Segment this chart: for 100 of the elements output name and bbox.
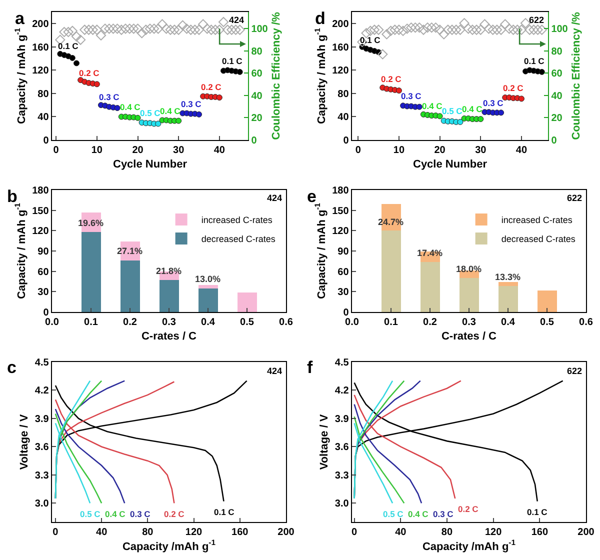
annotation: 424 (267, 366, 282, 376)
point (174, 24, 184, 35)
x-tick-label: 0 (352, 527, 358, 538)
point (69, 54, 76, 61)
y-tick-label: 0 (343, 136, 350, 146)
annotation: 424 (267, 193, 282, 203)
point (386, 26, 396, 36)
point (520, 18, 531, 28)
point (518, 96, 524, 102)
point (416, 104, 422, 110)
x-tick-label: 120 (185, 527, 203, 538)
x-tick-label: 0.0 (345, 317, 360, 328)
point (524, 24, 535, 35)
y-tick-label: 4.2 (34, 386, 50, 397)
point (434, 24, 445, 35)
x-axis-title: C-rates / C (141, 330, 197, 342)
annotation: 21.8% (156, 266, 182, 276)
y-tick-label: 3.9 (334, 414, 350, 425)
bar (198, 284, 218, 288)
x-tick-label: 40 (96, 527, 108, 538)
y-tick-label: 160 (332, 42, 350, 54)
chart-title: d (315, 9, 326, 28)
point (496, 24, 506, 35)
point (88, 24, 98, 35)
x-tick-label: 120 (484, 527, 502, 538)
point (134, 114, 141, 121)
y-tick-label: 120 (332, 66, 350, 77)
bar (498, 282, 518, 286)
x-tick-label: 0.3 (162, 317, 176, 328)
x-tick-label: 160 (531, 527, 548, 538)
x-axis-title: Cycle Number (413, 158, 488, 170)
x-tick-label: 80 (142, 527, 154, 538)
point (234, 24, 245, 35)
point (365, 26, 376, 36)
x-tick-label: 0.5 (540, 317, 554, 328)
x-tick-label: 0.1 (384, 317, 398, 328)
bar (498, 286, 518, 312)
y2-tick-label: 100 (251, 24, 268, 36)
y-tick-label: 3.0 (34, 498, 50, 510)
point (140, 24, 151, 35)
line-series (54, 380, 91, 500)
x-tick-label: 0.4 (201, 317, 216, 328)
y2-axis-title: Coulombic Efficiency /% (570, 12, 582, 140)
y-tick-label: 3.3 (334, 470, 350, 482)
y-tick-label: 120 (32, 66, 50, 77)
point (455, 24, 466, 35)
point (84, 24, 94, 35)
y-tick-label: 180 (32, 186, 50, 196)
point (194, 24, 204, 35)
point (480, 19, 490, 30)
x-tick-label: 200 (578, 527, 595, 538)
point (463, 24, 474, 34)
y-tick-label: 90 (38, 246, 50, 258)
point (190, 24, 200, 35)
series-label: 0.1 C (214, 507, 234, 517)
point (74, 60, 80, 66)
point (186, 24, 196, 35)
annotation: 622 (567, 193, 582, 203)
point (157, 19, 168, 30)
point (92, 24, 102, 35)
point (528, 24, 539, 35)
x-tick-label: 0.3 (462, 317, 476, 328)
point (516, 24, 527, 35)
point (230, 24, 241, 35)
point (438, 29, 449, 40)
x-tick-label: 0.6 (579, 317, 594, 328)
point (436, 113, 443, 120)
y2-tick-label: 20 (251, 113, 263, 124)
point (457, 118, 464, 125)
series-label: 0.3 C (483, 98, 504, 108)
y-tick-label: 4.5 (34, 358, 50, 368)
point (418, 24, 429, 35)
series-label: 0.4 C (105, 509, 126, 519)
point (178, 20, 188, 30)
x-tick-label: 0.6 (279, 317, 294, 328)
point (120, 24, 131, 34)
bar (420, 262, 440, 312)
series-label: 0.5 C (383, 509, 404, 519)
point (59, 26, 70, 38)
point (430, 22, 441, 33)
bar (381, 230, 401, 312)
point (488, 24, 498, 35)
chart-title: a (15, 9, 25, 28)
x-tick-label: 160 (232, 527, 249, 538)
series-label: 0.4 C (422, 101, 442, 111)
point (512, 24, 522, 35)
series-label: 0.2 C (381, 74, 402, 84)
point (176, 118, 182, 124)
x-tick-label: 200 (278, 527, 295, 538)
series-label: 0.1 C (360, 35, 380, 45)
series-label: 0.3 C (130, 509, 150, 519)
x-tick-label: 10 (91, 145, 103, 156)
y-tick-label: 120 (32, 226, 50, 238)
point (378, 49, 388, 60)
y-tick-label: 150 (332, 206, 350, 217)
annotation: 622 (529, 15, 544, 25)
y-tick-label: 60 (38, 266, 50, 278)
y-tick-label: 4.5 (334, 358, 350, 368)
point (198, 19, 208, 30)
point (484, 24, 494, 34)
